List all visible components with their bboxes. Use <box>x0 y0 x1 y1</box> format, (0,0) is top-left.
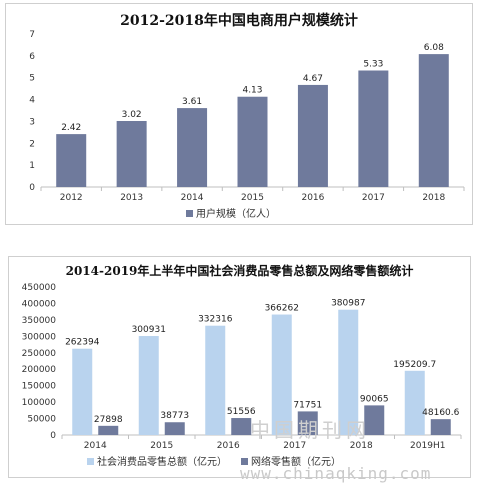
x-tick-label: 2014 <box>84 441 107 451</box>
legend-label: 用户规模（亿人） <box>196 207 276 220</box>
bar-retail-total <box>72 348 93 435</box>
bar-online-retail <box>98 425 119 435</box>
x-tick-label: 2016 <box>301 193 324 203</box>
y-tick-label: 300000 <box>22 332 57 342</box>
data-label: 4.67 <box>303 74 323 84</box>
watermark-cn: 中国期刊网 <box>250 418 370 442</box>
y-tick-label: 5 <box>29 74 35 84</box>
legend-label: 社会消费品零售总额（亿元） <box>97 455 227 468</box>
y-tick-label: 450000 <box>22 283 57 293</box>
bar-user-scale <box>418 54 449 188</box>
y-tick-label: 0 <box>50 431 56 441</box>
y-tick-label: 0 <box>29 183 35 193</box>
chart-panel-user-scale: 2012-2018年中国电商用户规模统计 0 1 2 3 4 5 6 7 2012 2.42 201… <box>5 3 473 225</box>
data-label: 5.33 <box>363 60 383 70</box>
y-tick-label: 2 <box>29 139 35 149</box>
data-label: 262394 <box>65 338 100 348</box>
data-label: 27898 <box>94 415 123 425</box>
x-tick-label: 2012 <box>60 193 83 203</box>
bar-user-scale <box>177 108 208 187</box>
x-tick-label: 2015 <box>241 193 264 203</box>
bar-user-scale <box>237 96 268 187</box>
x-tick-label: 2017 <box>362 193 385 203</box>
y-tick-label: 150000 <box>22 382 57 392</box>
x-tick-label: 2016 <box>217 441 240 451</box>
data-label: 38773 <box>160 411 189 421</box>
bar-online-retail <box>231 418 252 435</box>
data-label: 332316 <box>198 315 233 325</box>
retail-sales-chart: 0 50000 100000 150000 200000 250000 300000 3500… <box>22 283 462 468</box>
bar-retail-total <box>271 314 292 435</box>
x-tick-label: 2013 <box>120 193 143 203</box>
legend-swatch <box>241 458 248 465</box>
data-label: 48160.6 <box>422 408 459 418</box>
bar-user-scale <box>297 84 328 187</box>
legend-label: 网络零售额（亿元） <box>251 455 341 468</box>
data-label: 3.61 <box>182 97 202 107</box>
bar-online-retail <box>297 411 318 435</box>
data-label: 380987 <box>331 299 365 309</box>
y-tick-label: 200000 <box>22 365 57 375</box>
data-label: 366262 <box>265 304 299 314</box>
y-tick-label: 350000 <box>22 316 57 326</box>
user-scale-chart: 0 1 2 3 4 5 6 7 2012 2.42 2013 3.02 2014 3.61 2015 4.13… <box>29 30 465 220</box>
bar-user-scale <box>116 120 147 187</box>
x-tick-label: 2015 <box>150 441 173 451</box>
x-tick-label: 2019H1 <box>410 441 445 451</box>
data-label: 195209.7 <box>393 360 436 370</box>
y-tick-label: 3 <box>29 117 35 127</box>
bar-user-scale <box>358 70 389 187</box>
x-tick-label: 2018 <box>350 441 373 451</box>
data-label: 3.02 <box>122 110 142 120</box>
y-tick-label: 250000 <box>22 349 57 359</box>
bar-online-retail <box>364 405 385 435</box>
bar-retail-total <box>205 325 226 435</box>
bar-retail-total <box>138 336 159 435</box>
bar-retail-total <box>404 370 425 435</box>
data-label: 51556 <box>227 407 256 417</box>
chart-title: 2012-2018年中国电商用户规模统计 <box>120 13 358 29</box>
x-tick-label: 2014 <box>181 193 204 203</box>
x-tick-label: 2018 <box>422 193 445 203</box>
legend-swatch <box>186 210 193 217</box>
watermark-url: www.chinaqking.com <box>240 464 432 483</box>
y-tick-label: 4 <box>29 96 35 106</box>
chart-title: 2014-2019年上半年中国社会消费品零售总额及网络零售额统计 <box>65 264 414 278</box>
bar-online-retail <box>430 419 451 435</box>
data-label: 2.42 <box>61 123 81 133</box>
data-label: 4.13 <box>242 86 262 96</box>
x-tick-label: 2017 <box>283 441 306 451</box>
y-tick-label: 100000 <box>22 398 57 408</box>
bar-retail-total <box>338 309 359 435</box>
chart-panel-retail-sales: 2014-2019年上半年中国社会消费品零售总额及网络零售额统计 0 50000 1… <box>8 256 471 478</box>
bar-user-scale <box>56 134 87 187</box>
y-tick-label: 7 <box>29 30 35 40</box>
legend-swatch <box>87 458 94 465</box>
data-label: 90065 <box>360 394 389 404</box>
data-label: 300931 <box>132 325 166 335</box>
y-tick-label: 1 <box>29 161 35 171</box>
y-tick-label: 50000 <box>27 415 56 425</box>
data-label: 71751 <box>293 400 322 410</box>
data-label: 6.08 <box>424 43 444 53</box>
bar-online-retail <box>164 422 185 435</box>
y-tick-label: 6 <box>29 52 35 62</box>
y-tick-label: 400000 <box>22 299 57 309</box>
